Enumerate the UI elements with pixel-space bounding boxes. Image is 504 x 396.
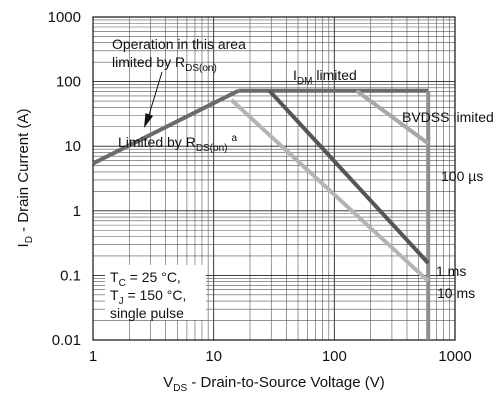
annotation-operation-line1: Operation in this area <box>112 36 246 52</box>
tick-labels: 1 10 100 1000 1000 100 10 1 0.1 0.01 <box>48 9 472 365</box>
annotation-10ms: 10 ms <box>437 285 475 301</box>
series-line-ms1 <box>268 89 430 265</box>
y-tick-label: 100 <box>56 74 81 91</box>
y-tick-label: 0.01 <box>52 332 81 349</box>
x-tick-label: 10 <box>205 348 222 365</box>
condition-tj: TJ = 150 °C, <box>110 287 186 307</box>
annotations: Operation in this area limited by RDS(on… <box>105 36 494 321</box>
y-tick-label: 1 <box>73 203 81 220</box>
y-tick-label: 1000 <box>48 9 81 26</box>
annotation-rds-limited: Limited by RDS(on)a <box>118 133 238 154</box>
condition-pulse: single pulse <box>110 305 184 321</box>
conditions-box: TC = 25 °C, TJ = 150 °C, single pulse <box>105 265 206 321</box>
y-axis-title: ID - Drain Current (A) <box>15 109 35 248</box>
series-line-ms10 <box>229 98 430 283</box>
y-tick-label: 10 <box>64 138 81 155</box>
grid <box>92 17 455 341</box>
x-tick-label: 1 <box>89 348 97 365</box>
x-tick-label: 1000 <box>438 348 471 365</box>
annotation-arrow <box>144 71 163 128</box>
x-tick-label: 100 <box>322 348 347 365</box>
condition-tc: TC = 25 °C, <box>110 269 181 289</box>
x-axis-title: VDS - Drain-to-Source Voltage (V) <box>163 374 385 394</box>
annotation-100us: 100 µs <box>441 168 483 184</box>
annotation-operation-line2: limited by RDS(on) <box>112 54 217 74</box>
plot-frame <box>92 16 456 341</box>
series-lines <box>92 88 431 340</box>
annotation-idm-limited: IDM limited <box>293 67 357 87</box>
annotation-1ms: 1 ms <box>436 263 466 279</box>
annotation-bvdss-limited: BVDSS limited <box>402 109 494 125</box>
series-line-rds_on <box>92 89 240 166</box>
series-line-us100 <box>355 89 430 146</box>
y-tick-label: 0.1 <box>60 267 81 284</box>
